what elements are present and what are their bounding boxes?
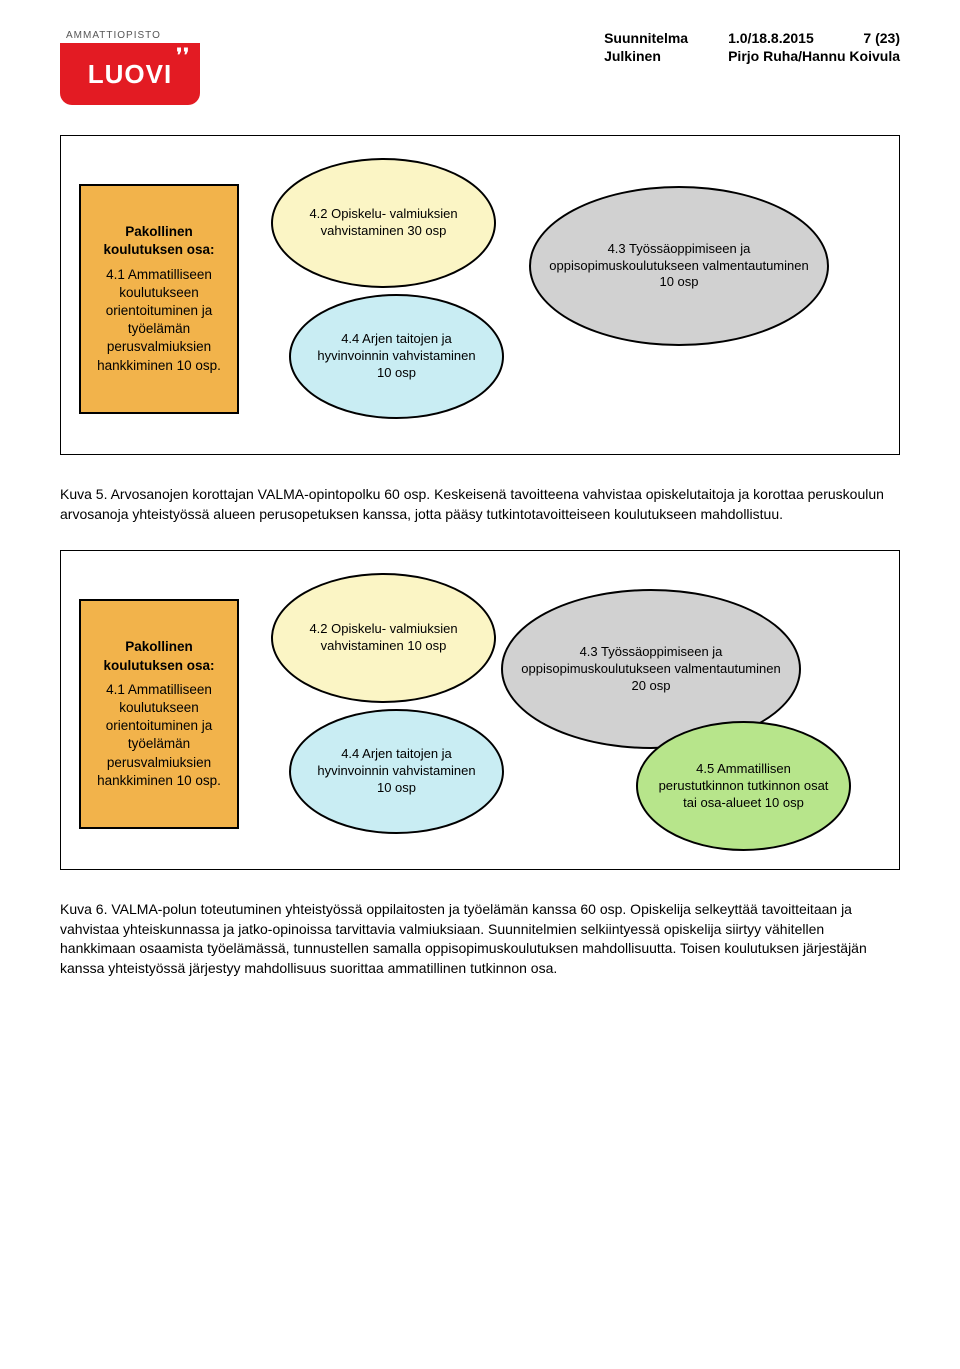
- figure5-caption: Kuva 5. Arvosanojen korottajan VALMA-opi…: [60, 485, 900, 524]
- header-meta-grid: Suunnitelma 1.0/18.8.2015 7 (23) Julkine…: [604, 30, 900, 64]
- logo-accent-icon: ❜❜: [176, 49, 190, 61]
- figure6-rect-title: Pakollinen koulutuksen osa:: [89, 638, 229, 674]
- figure6-ellipse-1: 4.2 Opiskelu- valmiuksien vahvistaminen …: [271, 573, 496, 703]
- doc-authors: Pirjo Ruha/Hannu Koivula: [728, 48, 900, 64]
- brand-name: LUOVI: [88, 59, 172, 90]
- figure6-diagram: 4.3 Työssäoppimiseen ja oppisopimuskoulu…: [60, 550, 900, 870]
- figure5-ellipse-2: 4.4 Arjen taitojen ja hyvinvoinnin vahvi…: [289, 294, 504, 419]
- figure5-rect-body: 4.1 Ammatilliseen koulutukseen orientoit…: [89, 266, 229, 375]
- figure6-ellipse-2: 4.4 Arjen taitojen ja hyvinvoinnin vahvi…: [289, 709, 504, 834]
- figure5-rect-title: Pakollinen koulutuksen osa:: [89, 223, 229, 259]
- doc-type: Suunnitelma: [604, 30, 688, 46]
- figure6-mandatory-rect: Pakollinen koulutuksen osa: 4.1 Ammatilli…: [79, 599, 239, 829]
- document-header: AMMATTIOPISTO LUOVI ❜❜ Suunnitelma 1.0/1…: [60, 30, 900, 105]
- luovi-logo: LUOVI ❜❜: [60, 43, 200, 105]
- figure5-mandatory-rect: Pakollinen koulutuksen osa: 4.1 Ammatilli…: [79, 184, 239, 414]
- doc-version: 1.0/18.8.2015: [728, 30, 818, 46]
- figure6-caption: Kuva 6. VALMA-polun toteutuminen yhteist…: [60, 900, 900, 978]
- page-number: 7 (23): [859, 30, 900, 46]
- figure5-diagram: 4.3 Työssäoppimiseen ja oppisopimuskoulu…: [60, 135, 900, 455]
- figure5-ellipse-1: 4.2 Opiskelu- valmiuksien vahvistaminen …: [271, 158, 496, 288]
- figure6-rect-body: 4.1 Ammatilliseen koulutukseen orientoit…: [89, 681, 229, 790]
- brand-logo-block: AMMATTIOPISTO LUOVI ❜❜: [60, 30, 200, 105]
- figure5-ellipse-0: 4.3 Työssäoppimiseen ja oppisopimuskoulu…: [529, 186, 829, 346]
- figure6-ellipse-3: 4.5 Ammatillisen perustutkinnon tutkinno…: [636, 721, 851, 851]
- overline-text: AMMATTIOPISTO: [66, 30, 161, 41]
- doc-visibility: Julkinen: [604, 48, 688, 64]
